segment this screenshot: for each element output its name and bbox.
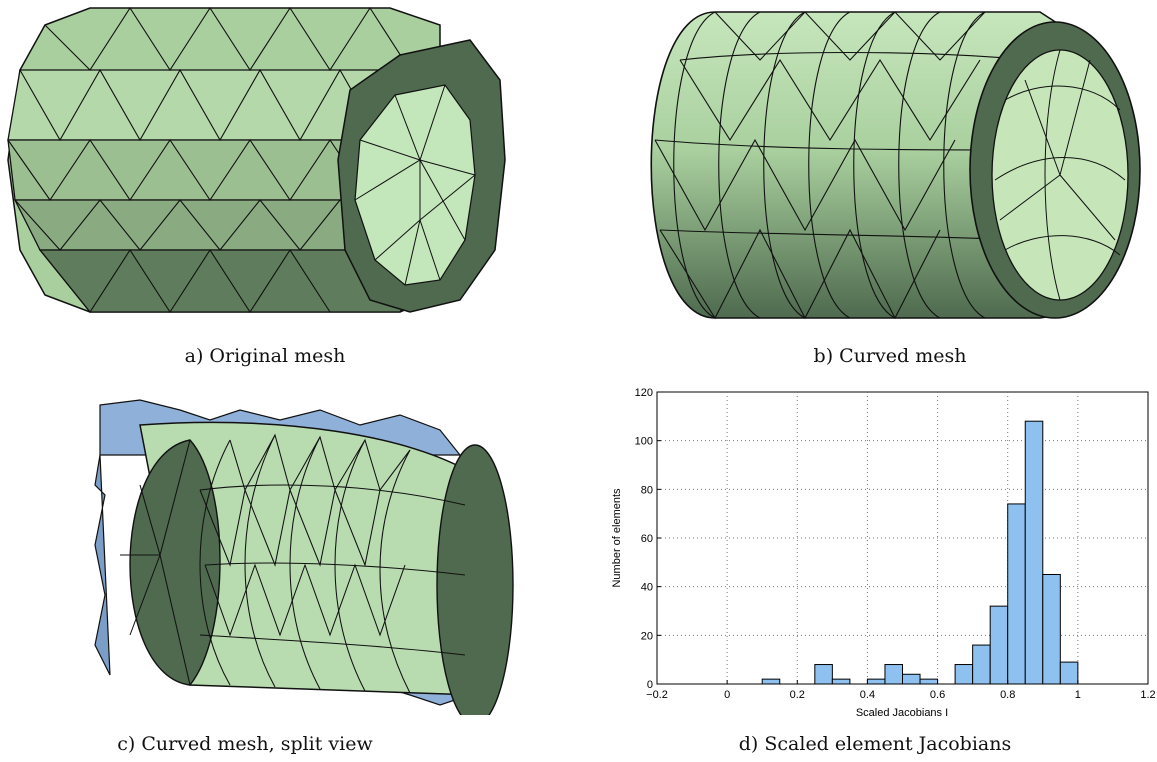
y-tick-label: 100 [635, 436, 653, 448]
panel-b-curved-mesh [620, 0, 1157, 330]
x-tick-label: 1.2 [1140, 689, 1155, 701]
caption-c: c) Curved mesh, split view [117, 733, 373, 755]
histogram-bar [1007, 503, 1026, 685]
curved-mesh-image [650, 11, 1141, 320]
x-tick-label: 1 [1075, 689, 1081, 701]
x-tick-label: 0 [724, 689, 730, 701]
caption-a: a) Original mesh [184, 345, 346, 367]
histogram-bar [954, 664, 974, 685]
caption-b: b) Curved mesh [813, 345, 967, 367]
x-tick-label: −0.2 [646, 689, 668, 701]
panel-a-original-mesh [0, 0, 560, 330]
histogram-bar [919, 678, 939, 685]
plot-area [656, 391, 1149, 685]
x-tick-label: 0.8 [1000, 689, 1015, 701]
histogram-bar [814, 664, 833, 685]
histogram-bar [884, 664, 904, 685]
y-tick-label: 80 [641, 484, 653, 496]
histogram-bar [761, 678, 781, 685]
original-mesh-image [7, 6, 506, 314]
y-tick-label: 120 [635, 387, 653, 399]
split-view-mesh-image [94, 399, 514, 726]
histogram-bar [1059, 661, 1079, 685]
x-tick-label: 0.2 [790, 689, 805, 701]
panel-c-split-view [80, 395, 550, 726]
histogram-bar [989, 605, 1009, 685]
y-tick-label: 40 [641, 582, 653, 594]
histogram-bar [831, 678, 851, 685]
y-tick-label: 0 [647, 679, 653, 691]
histogram-bar [1042, 574, 1061, 685]
y-tick-label: 20 [641, 630, 653, 642]
histogram-bar [902, 673, 921, 685]
histogram-bar [1024, 420, 1044, 685]
caption-d: d) Scaled element Jacobians [738, 733, 1012, 755]
x-tick-label: 0.4 [860, 689, 875, 701]
y-tick-label: 60 [641, 533, 653, 545]
x-tick-label: 0.6 [930, 689, 945, 701]
x-axis-label: Scaled Jacobians I [856, 707, 948, 719]
histogram-bar [866, 678, 886, 685]
panel-d-histogram: −0.2 0 0.2 0.4 0.6 0.8 1 1.2 0 20 40 60 80 100 120 Sc… [600, 380, 1157, 720]
histogram-bar [972, 644, 991, 685]
y-axis-label: Number of elements [611, 488, 623, 588]
